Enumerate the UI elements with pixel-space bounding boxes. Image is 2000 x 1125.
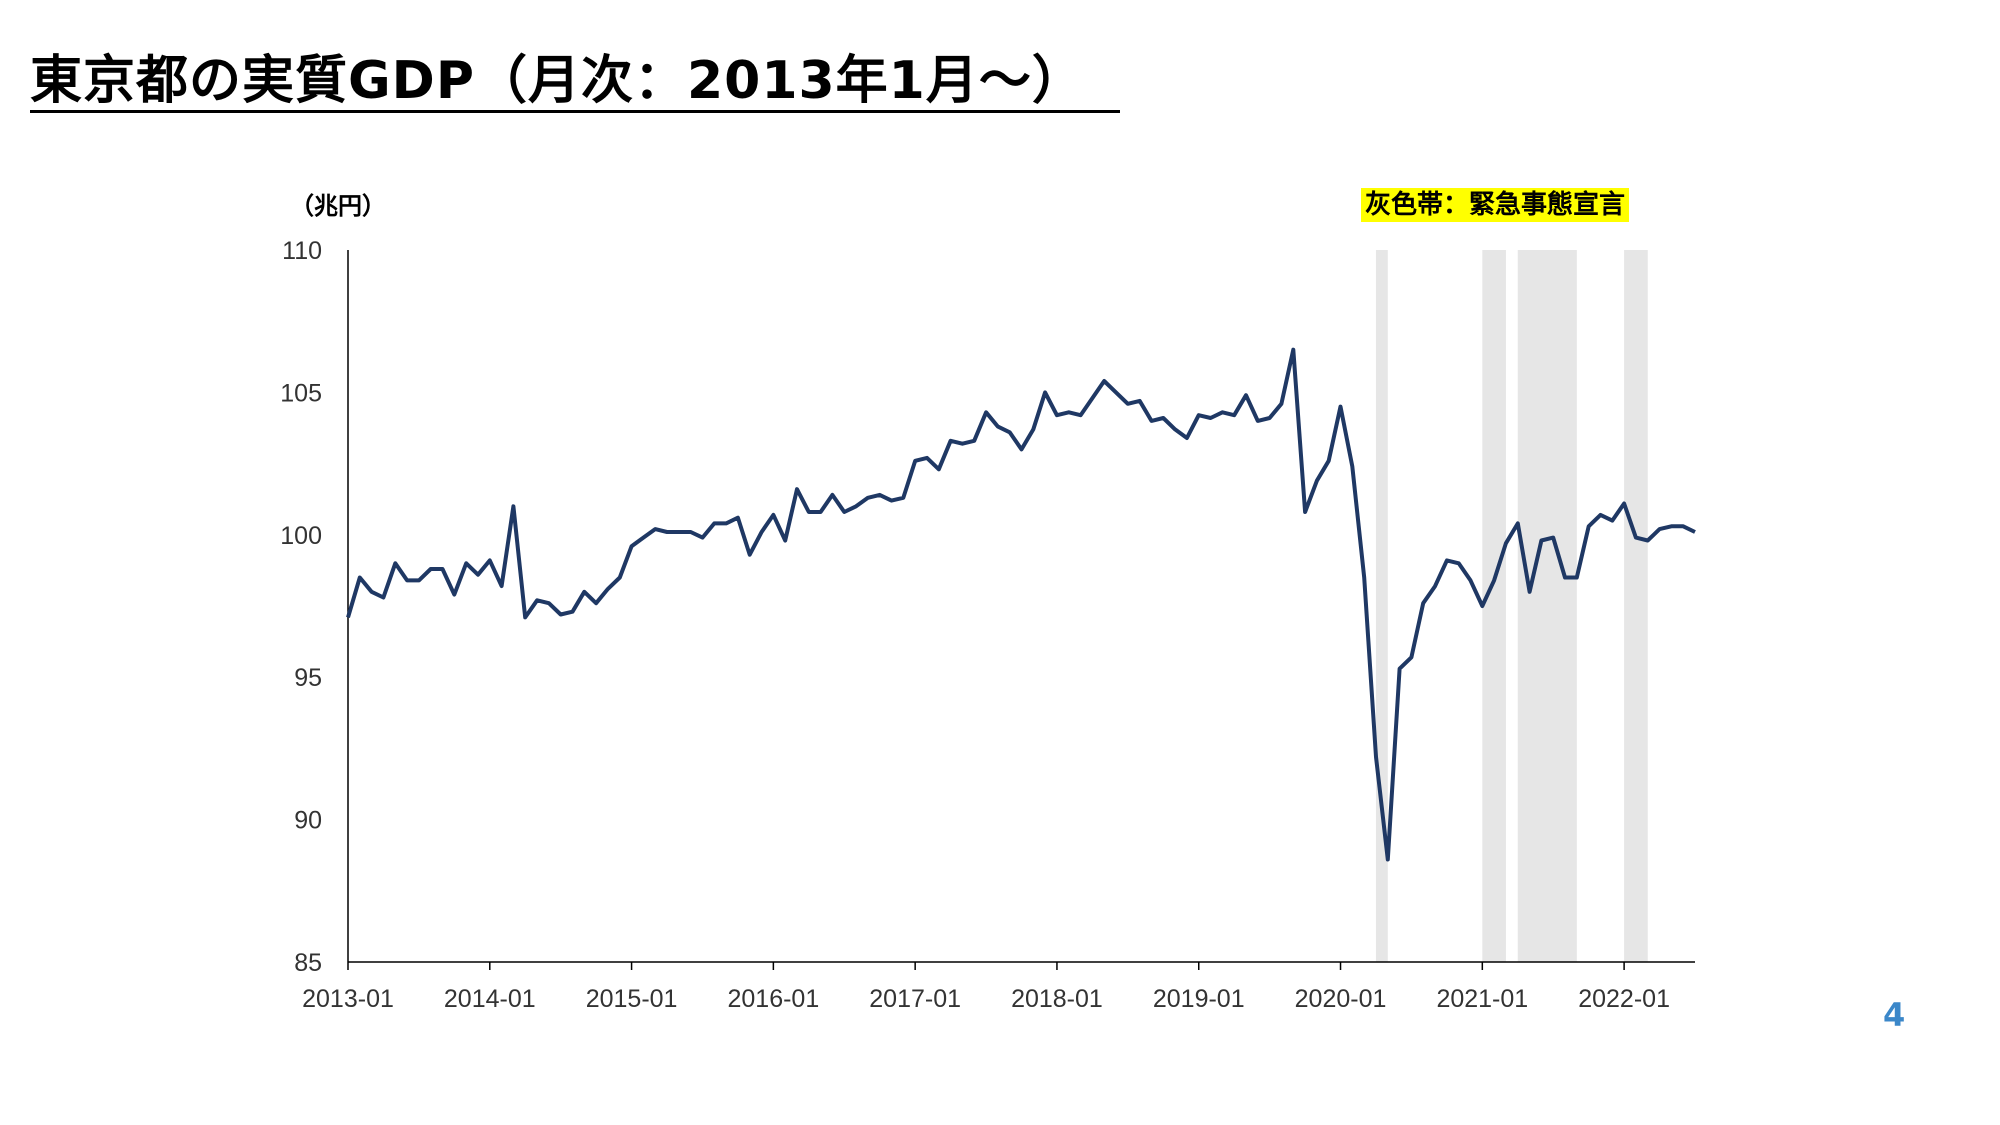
page-number: 4 — [1883, 996, 1906, 1034]
x-tick-label: 2018-01 — [1011, 985, 1103, 1013]
series-lines — [346, 347, 1696, 862]
x-tick-label: 2017-01 — [869, 985, 961, 1013]
emergency-bands — [1375, 250, 1648, 962]
x-tick-label: 2019-01 — [1153, 985, 1245, 1013]
y-axis-unit-label: （兆円） — [290, 192, 386, 220]
chart-axes — [347, 250, 1695, 963]
emergency-band-3 — [1517, 250, 1577, 962]
y-tick-labels: 85 90 95 100 105 110 — [280, 237, 322, 977]
y-tick-label: 100 — [280, 522, 322, 550]
x-tick-labels: 2013-01 2014-01 2015-01 2016-01 2017-01 2018-… — [302, 962, 1670, 1013]
title-underline — [30, 110, 1120, 113]
y-tick-label: 85 — [294, 949, 322, 977]
series-line-1 — [346, 347, 1696, 862]
x-tick-label: 2013-01 — [302, 985, 394, 1013]
y-tick-label: 110 — [282, 237, 322, 265]
x-tick-label: 2020-01 — [1295, 985, 1387, 1013]
y-tick-label: 90 — [294, 807, 322, 835]
x-tick-label: 2016-01 — [727, 985, 819, 1013]
slide-title: 東京都の実質GDP（月次：2013年1月～） — [30, 51, 1085, 111]
x-tick-label: 2014-01 — [444, 985, 536, 1013]
emergency-band-2 — [1482, 250, 1506, 962]
x-tick-label: 2015-01 — [586, 985, 678, 1013]
x-tick-label: 2021-01 — [1436, 985, 1528, 1013]
x-tick-label: 2022-01 — [1578, 985, 1670, 1013]
emergency-band-4 — [1624, 250, 1648, 962]
y-tick-label: 105 — [280, 379, 322, 407]
y-tick-label: 95 — [294, 664, 322, 692]
emergency-band-1 — [1375, 250, 1388, 962]
shaded-band-legend: 灰色帯：緊急事態宣言 — [1361, 188, 1630, 222]
